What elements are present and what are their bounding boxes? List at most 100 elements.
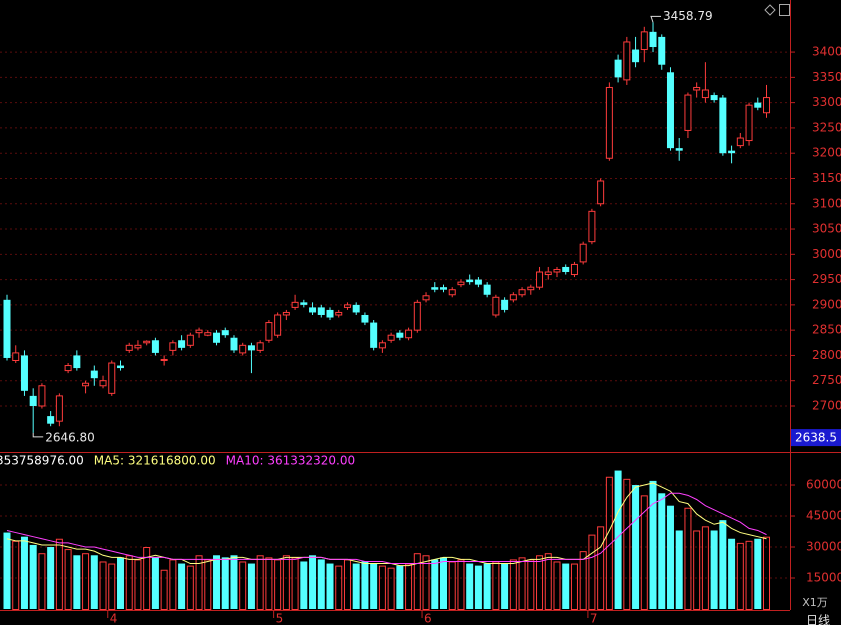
candle-body	[99, 380, 107, 387]
x-tick-label: 5	[276, 612, 284, 625]
x-tick-label: 7	[590, 612, 598, 625]
volume-bar	[492, 561, 500, 610]
volume-bar	[195, 555, 203, 610]
volume-bar	[632, 485, 640, 609]
candle-body	[710, 95, 718, 101]
volume-bar	[649, 480, 657, 609]
candle-body	[309, 307, 317, 313]
candle-body	[457, 281, 465, 286]
volume-bar	[326, 563, 334, 609]
candle-body	[527, 286, 535, 291]
candle-body	[745, 104, 753, 142]
volume-bar	[710, 530, 718, 609]
candle-body	[544, 271, 552, 276]
candle-body	[579, 243, 587, 263]
volume-bar	[701, 526, 709, 611]
candle-body	[239, 344, 247, 354]
candle-body	[352, 304, 360, 313]
volume-bar	[300, 561, 308, 609]
y-tick-label: 3350	[812, 70, 841, 84]
volume-bar	[448, 561, 456, 610]
volume-bar	[12, 540, 20, 611]
volume-bar	[204, 559, 212, 610]
volume-bar	[247, 563, 255, 609]
candle-body	[116, 365, 124, 369]
candle-body	[649, 31, 657, 48]
candle-body	[562, 266, 570, 273]
volume-bar	[518, 557, 526, 610]
candle-body	[623, 41, 631, 81]
volume-bar	[675, 530, 683, 609]
y-tick-label: 45000	[806, 509, 841, 523]
candle-body	[186, 334, 194, 346]
candle-body	[282, 311, 290, 316]
volume-bar	[614, 470, 622, 609]
volume-bar	[230, 555, 238, 609]
volume-bar	[588, 534, 596, 611]
candle-body	[3, 299, 11, 358]
candle-body	[754, 102, 762, 108]
candle-body	[422, 295, 430, 301]
volume-bar	[108, 563, 116, 610]
volume-bar	[509, 559, 517, 610]
candle-body	[204, 332, 212, 336]
candle-body	[326, 309, 334, 318]
volume-bar	[116, 557, 124, 609]
window-icon[interactable]	[779, 4, 790, 16]
volume-bar	[20, 536, 28, 609]
volume-bar	[309, 555, 317, 609]
candle-body	[20, 355, 28, 391]
volume-bar	[562, 563, 570, 609]
volume-bar	[90, 555, 98, 609]
candle-body	[440, 287, 447, 290]
volume-bar	[213, 555, 221, 609]
cursor-box	[791, 429, 841, 447]
y-tick-label: 60000	[806, 478, 841, 492]
candle-body	[82, 382, 90, 387]
volume-bar	[265, 557, 273, 610]
volume-bar	[151, 557, 159, 609]
candle-body	[370, 322, 378, 348]
candle-body	[518, 289, 526, 296]
volume-bar	[605, 476, 613, 610]
candle-body	[597, 180, 605, 205]
y-tick-label: 3300	[812, 95, 841, 109]
legend-text: 353758976.00	[0, 454, 84, 468]
candle-body	[570, 263, 578, 276]
volume-bar	[178, 563, 186, 609]
candle-body	[38, 385, 46, 407]
volume-bar	[745, 540, 753, 611]
y-tick-label: 3200	[812, 146, 841, 160]
volume-bar	[343, 559, 351, 610]
volume-bar	[160, 569, 168, 610]
volume-bar	[29, 544, 37, 609]
candle-body	[736, 137, 744, 147]
candle-body	[29, 395, 37, 406]
high-label: 3458.79	[663, 9, 713, 23]
candle-body	[317, 307, 325, 315]
volume-bar	[221, 557, 229, 609]
x-tick-label: 6	[424, 612, 432, 625]
candle-body	[343, 304, 351, 308]
low-arrow	[32, 432, 44, 438]
legend-text: MA10: 361332320.00	[226, 454, 356, 468]
candle-body	[291, 301, 299, 308]
volume-bar	[693, 530, 701, 611]
volume-bar	[47, 547, 55, 609]
candle-body	[396, 332, 404, 338]
volume-bar	[291, 557, 299, 610]
candle-body	[666, 72, 674, 149]
y-tick-label: 2950	[812, 272, 841, 286]
candle-body	[265, 322, 273, 341]
volume-bar	[256, 555, 264, 610]
volume-bar	[754, 538, 762, 609]
candle-body	[448, 289, 456, 296]
diamond-icon[interactable]	[764, 4, 776, 16]
candle-body	[12, 352, 20, 361]
candle-body	[719, 97, 727, 154]
candle-body	[361, 314, 369, 323]
candle-body	[125, 344, 133, 351]
y-tick-label: 3000	[812, 247, 841, 261]
candle-body	[763, 97, 771, 114]
